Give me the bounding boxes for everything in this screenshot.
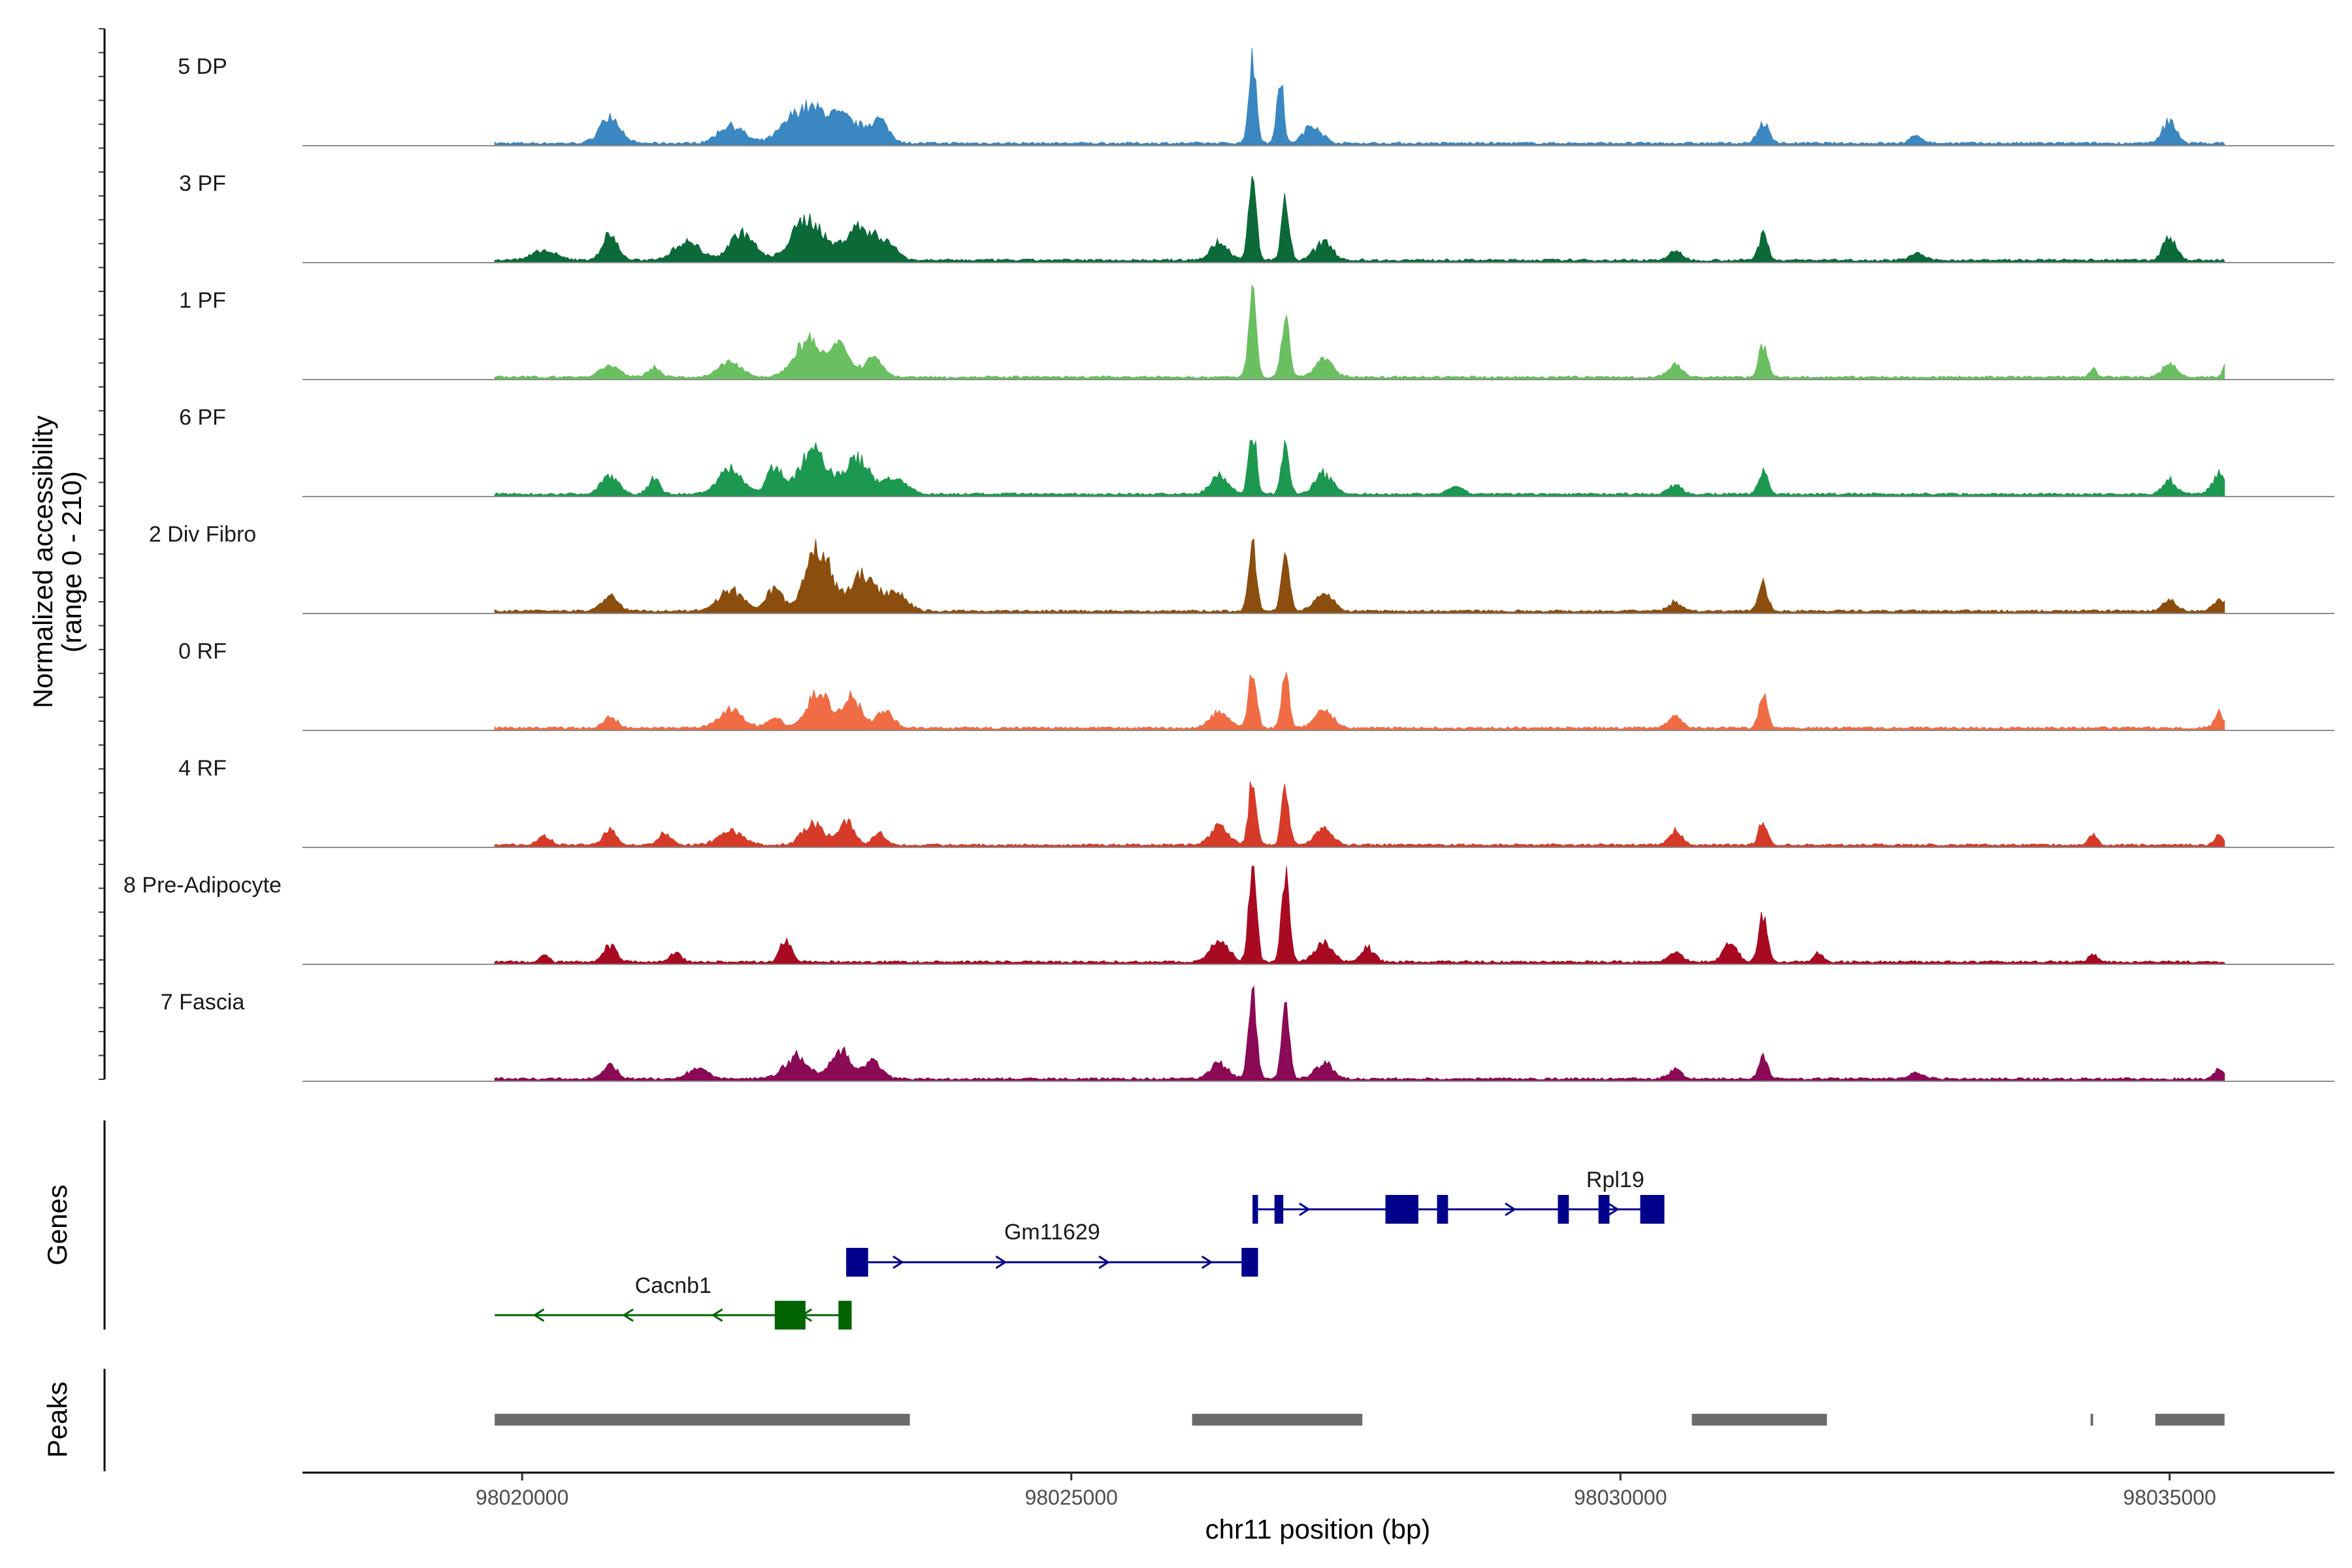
track-6: 0 RF (178, 639, 2334, 731)
gene-label: Gm11629 (1004, 1220, 1100, 1245)
coverage-area (494, 866, 2225, 965)
coverage-area (494, 440, 2225, 497)
track-2: 3 PF (179, 171, 2334, 263)
peaks-panel-label: Peaks (42, 1382, 73, 1458)
strand-arrow (1201, 1255, 1213, 1269)
track-9: 7 Fascia (161, 985, 2334, 1082)
coverage-area (494, 538, 2225, 614)
gene-exon (846, 1248, 868, 1277)
gene-exon (1437, 1195, 1448, 1224)
coverage-area (494, 47, 2225, 146)
track-label: 2 Div Fibro (149, 522, 256, 547)
strand-arrow (1299, 1202, 1311, 1217)
gene-exon (774, 1301, 806, 1330)
strand-arrow (892, 1255, 904, 1269)
track-label: 1 PF (179, 288, 226, 313)
x-axis-ticks: 98020000 98025000 98030000 98035000 (476, 1473, 2216, 1509)
x-tick-label: 98030000 (1574, 1486, 1667, 1509)
strand-arrow (622, 1308, 634, 1322)
strand-arrow (1607, 1202, 1620, 1217)
x-tick-label: 98035000 (2123, 1486, 2216, 1509)
gene-rpl19: Rpl19 (1252, 1168, 1665, 1224)
track-label: 4 RF (178, 756, 227, 781)
gene-exon (1598, 1195, 1610, 1224)
x-tick-label: 98025000 (1025, 1486, 1118, 1509)
track-label: 8 Pre-Adipocyte (123, 873, 282, 898)
coverage-tracks: 5 DP 3 PF 1 PF 6 PF 2 Div Fibro 0 RF 4 RF 8 Pre… (123, 47, 2334, 1082)
track-1: 5 DP (178, 47, 2334, 146)
track-3: 1 PF (179, 284, 2334, 380)
coverage-area (494, 781, 2225, 848)
coverage-area (494, 176, 2225, 263)
track-4: 6 PF (179, 405, 2334, 497)
gene-label: Cacnb1 (635, 1273, 711, 1298)
gene-cacnb1: Cacnb1 (495, 1273, 852, 1330)
peak-region (495, 1414, 910, 1426)
peak-region (2090, 1414, 2093, 1426)
strand-arrow (1098, 1255, 1110, 1269)
gene-exon (1252, 1195, 1258, 1224)
strand-arrow (995, 1255, 1007, 1269)
gene-exon (1558, 1195, 1569, 1224)
track-7: 4 RF (178, 756, 2334, 848)
gene-exon (1385, 1195, 1418, 1224)
track-8: 8 Pre-Adipocyte (123, 866, 2334, 965)
y-axis-range: (range 0 - 210) (56, 471, 87, 653)
gene-exon (838, 1301, 852, 1330)
gene-exon (1640, 1195, 1665, 1224)
coverage-y-ticks (99, 28, 105, 1080)
strand-arrow (711, 1308, 723, 1322)
coverage-area (494, 671, 2225, 731)
strand-arrow (532, 1308, 545, 1322)
track-label: 3 PF (179, 171, 226, 196)
peak-regions (495, 1414, 2225, 1426)
track-label: 5 DP (178, 54, 227, 79)
gene-exon (1241, 1248, 1258, 1277)
genes-panel-label: Genes (42, 1184, 73, 1266)
track-label: 7 Fascia (161, 990, 245, 1015)
gene-models: Cacnb1 Gm11629 Rpl19 (495, 1168, 1665, 1330)
track-label: 6 PF (179, 405, 226, 430)
gene-gm11629: Gm11629 (846, 1220, 1258, 1277)
x-tick-label: 98020000 (476, 1486, 568, 1509)
x-axis-title: chr11 position (bp) (1205, 1514, 1431, 1544)
strand-arrow (1505, 1202, 1516, 1217)
peak-region (1192, 1414, 1363, 1426)
track-5: 2 Div Fibro (149, 522, 2334, 614)
gene-exon (1274, 1195, 1284, 1224)
coverage-area (494, 284, 2225, 380)
peak-region (1691, 1414, 1827, 1426)
peak-region (2155, 1414, 2225, 1426)
gene-label: Rpl19 (1586, 1168, 1644, 1192)
coverage-area (494, 985, 2225, 1082)
y-axis-title: Normalized accessibility (27, 416, 58, 708)
track-label: 0 RF (178, 639, 227, 664)
